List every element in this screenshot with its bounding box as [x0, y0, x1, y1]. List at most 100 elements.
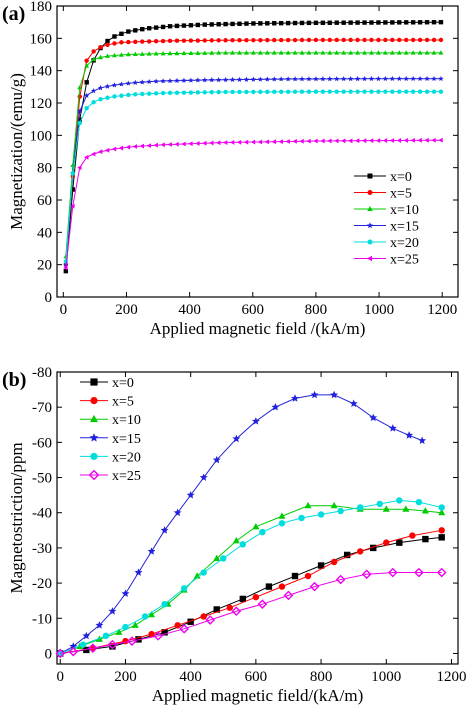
data-point	[258, 21, 263, 26]
data-point	[410, 89, 416, 94]
data-point	[125, 51, 131, 57]
data-point	[77, 108, 83, 114]
data-point	[299, 37, 305, 43]
data-point	[424, 89, 430, 94]
data-point	[264, 76, 271, 82]
data-point	[229, 76, 236, 83]
data-point	[97, 149, 103, 155]
series-x=0	[57, 534, 445, 657]
data-point	[90, 151, 96, 157]
data-point	[368, 138, 374, 144]
data-point	[278, 50, 284, 55]
data-point	[180, 585, 188, 592]
data-point	[181, 23, 187, 28]
data-point	[341, 37, 346, 43]
data-point	[369, 37, 374, 43]
data-point	[265, 89, 270, 95]
data-point	[195, 77, 201, 83]
y-tick-label: 140	[30, 64, 53, 80]
legend-label: x=5	[112, 395, 134, 410]
x-axis-title: Applied magnetic field /(kA/m)	[150, 319, 366, 338]
data-point	[306, 50, 312, 55]
series-x=20	[63, 89, 444, 264]
data-point	[320, 89, 326, 94]
data-point	[118, 81, 125, 87]
y-tick-label: 100	[30, 128, 53, 144]
data-point	[389, 50, 395, 55]
data-point	[431, 137, 436, 143]
series-x=0	[63, 19, 444, 274]
legend-marker	[90, 378, 98, 386]
data-point	[105, 38, 110, 44]
data-point	[292, 76, 298, 82]
legend-marker	[90, 414, 98, 423]
data-point	[396, 138, 402, 143]
data-point	[139, 79, 145, 85]
legend-marker	[366, 222, 374, 229]
data-point	[271, 403, 280, 411]
data-point	[271, 76, 277, 82]
y-tick-label: 180	[30, 0, 53, 15]
data-point	[121, 589, 130, 597]
data-point	[77, 117, 82, 123]
data-point	[317, 511, 325, 518]
data-point	[209, 22, 214, 27]
data-point	[404, 20, 409, 25]
series-x=10	[63, 50, 444, 259]
series-x=20	[57, 497, 445, 657]
data-point	[140, 26, 145, 32]
data-point	[220, 555, 227, 562]
data-point	[362, 20, 367, 25]
legend-marker	[367, 190, 373, 195]
data-point	[259, 528, 266, 536]
data-point	[174, 141, 179, 147]
data-point	[375, 75, 382, 82]
data-point	[438, 89, 444, 94]
data-point	[278, 520, 286, 527]
data-point	[417, 50, 423, 55]
series-line	[60, 499, 442, 654]
data-point	[141, 613, 149, 620]
data-point	[340, 76, 347, 82]
legend-marker	[89, 433, 99, 442]
data-point	[153, 51, 159, 56]
data-point	[83, 646, 90, 654]
data-point	[202, 90, 207, 95]
data-point	[98, 44, 103, 50]
data-point	[174, 38, 180, 43]
data-point	[108, 607, 117, 615]
data-point	[231, 606, 242, 617]
data-point	[84, 58, 89, 63]
data-point	[431, 75, 437, 82]
x-tick-label: 0	[57, 669, 65, 685]
data-point	[140, 39, 145, 44]
x-tick-label: 0	[60, 302, 68, 318]
data-point	[153, 142, 158, 148]
data-point	[98, 54, 103, 60]
data-point	[252, 593, 260, 601]
data-point	[160, 50, 166, 56]
data-point	[271, 139, 276, 145]
data-point	[91, 99, 96, 105]
data-point	[299, 138, 304, 144]
data-point	[417, 137, 422, 143]
data-point	[348, 138, 353, 144]
data-point	[126, 92, 131, 98]
data-point	[438, 137, 443, 143]
data-point	[310, 390, 319, 399]
data-point	[320, 138, 325, 144]
data-point	[285, 139, 290, 144]
y-tick-label: 80	[37, 161, 52, 177]
data-point	[251, 21, 256, 26]
data-point	[88, 643, 98, 653]
data-point	[222, 140, 228, 145]
data-point	[348, 89, 353, 94]
data-point	[167, 142, 172, 147]
data-point	[415, 498, 423, 506]
data-point	[146, 91, 152, 96]
data-point	[105, 95, 110, 100]
data-point	[133, 39, 138, 45]
x-axis-title: Applied magnetic field/(kA/m)	[152, 686, 364, 705]
data-point	[390, 89, 395, 94]
data-point	[313, 138, 318, 144]
